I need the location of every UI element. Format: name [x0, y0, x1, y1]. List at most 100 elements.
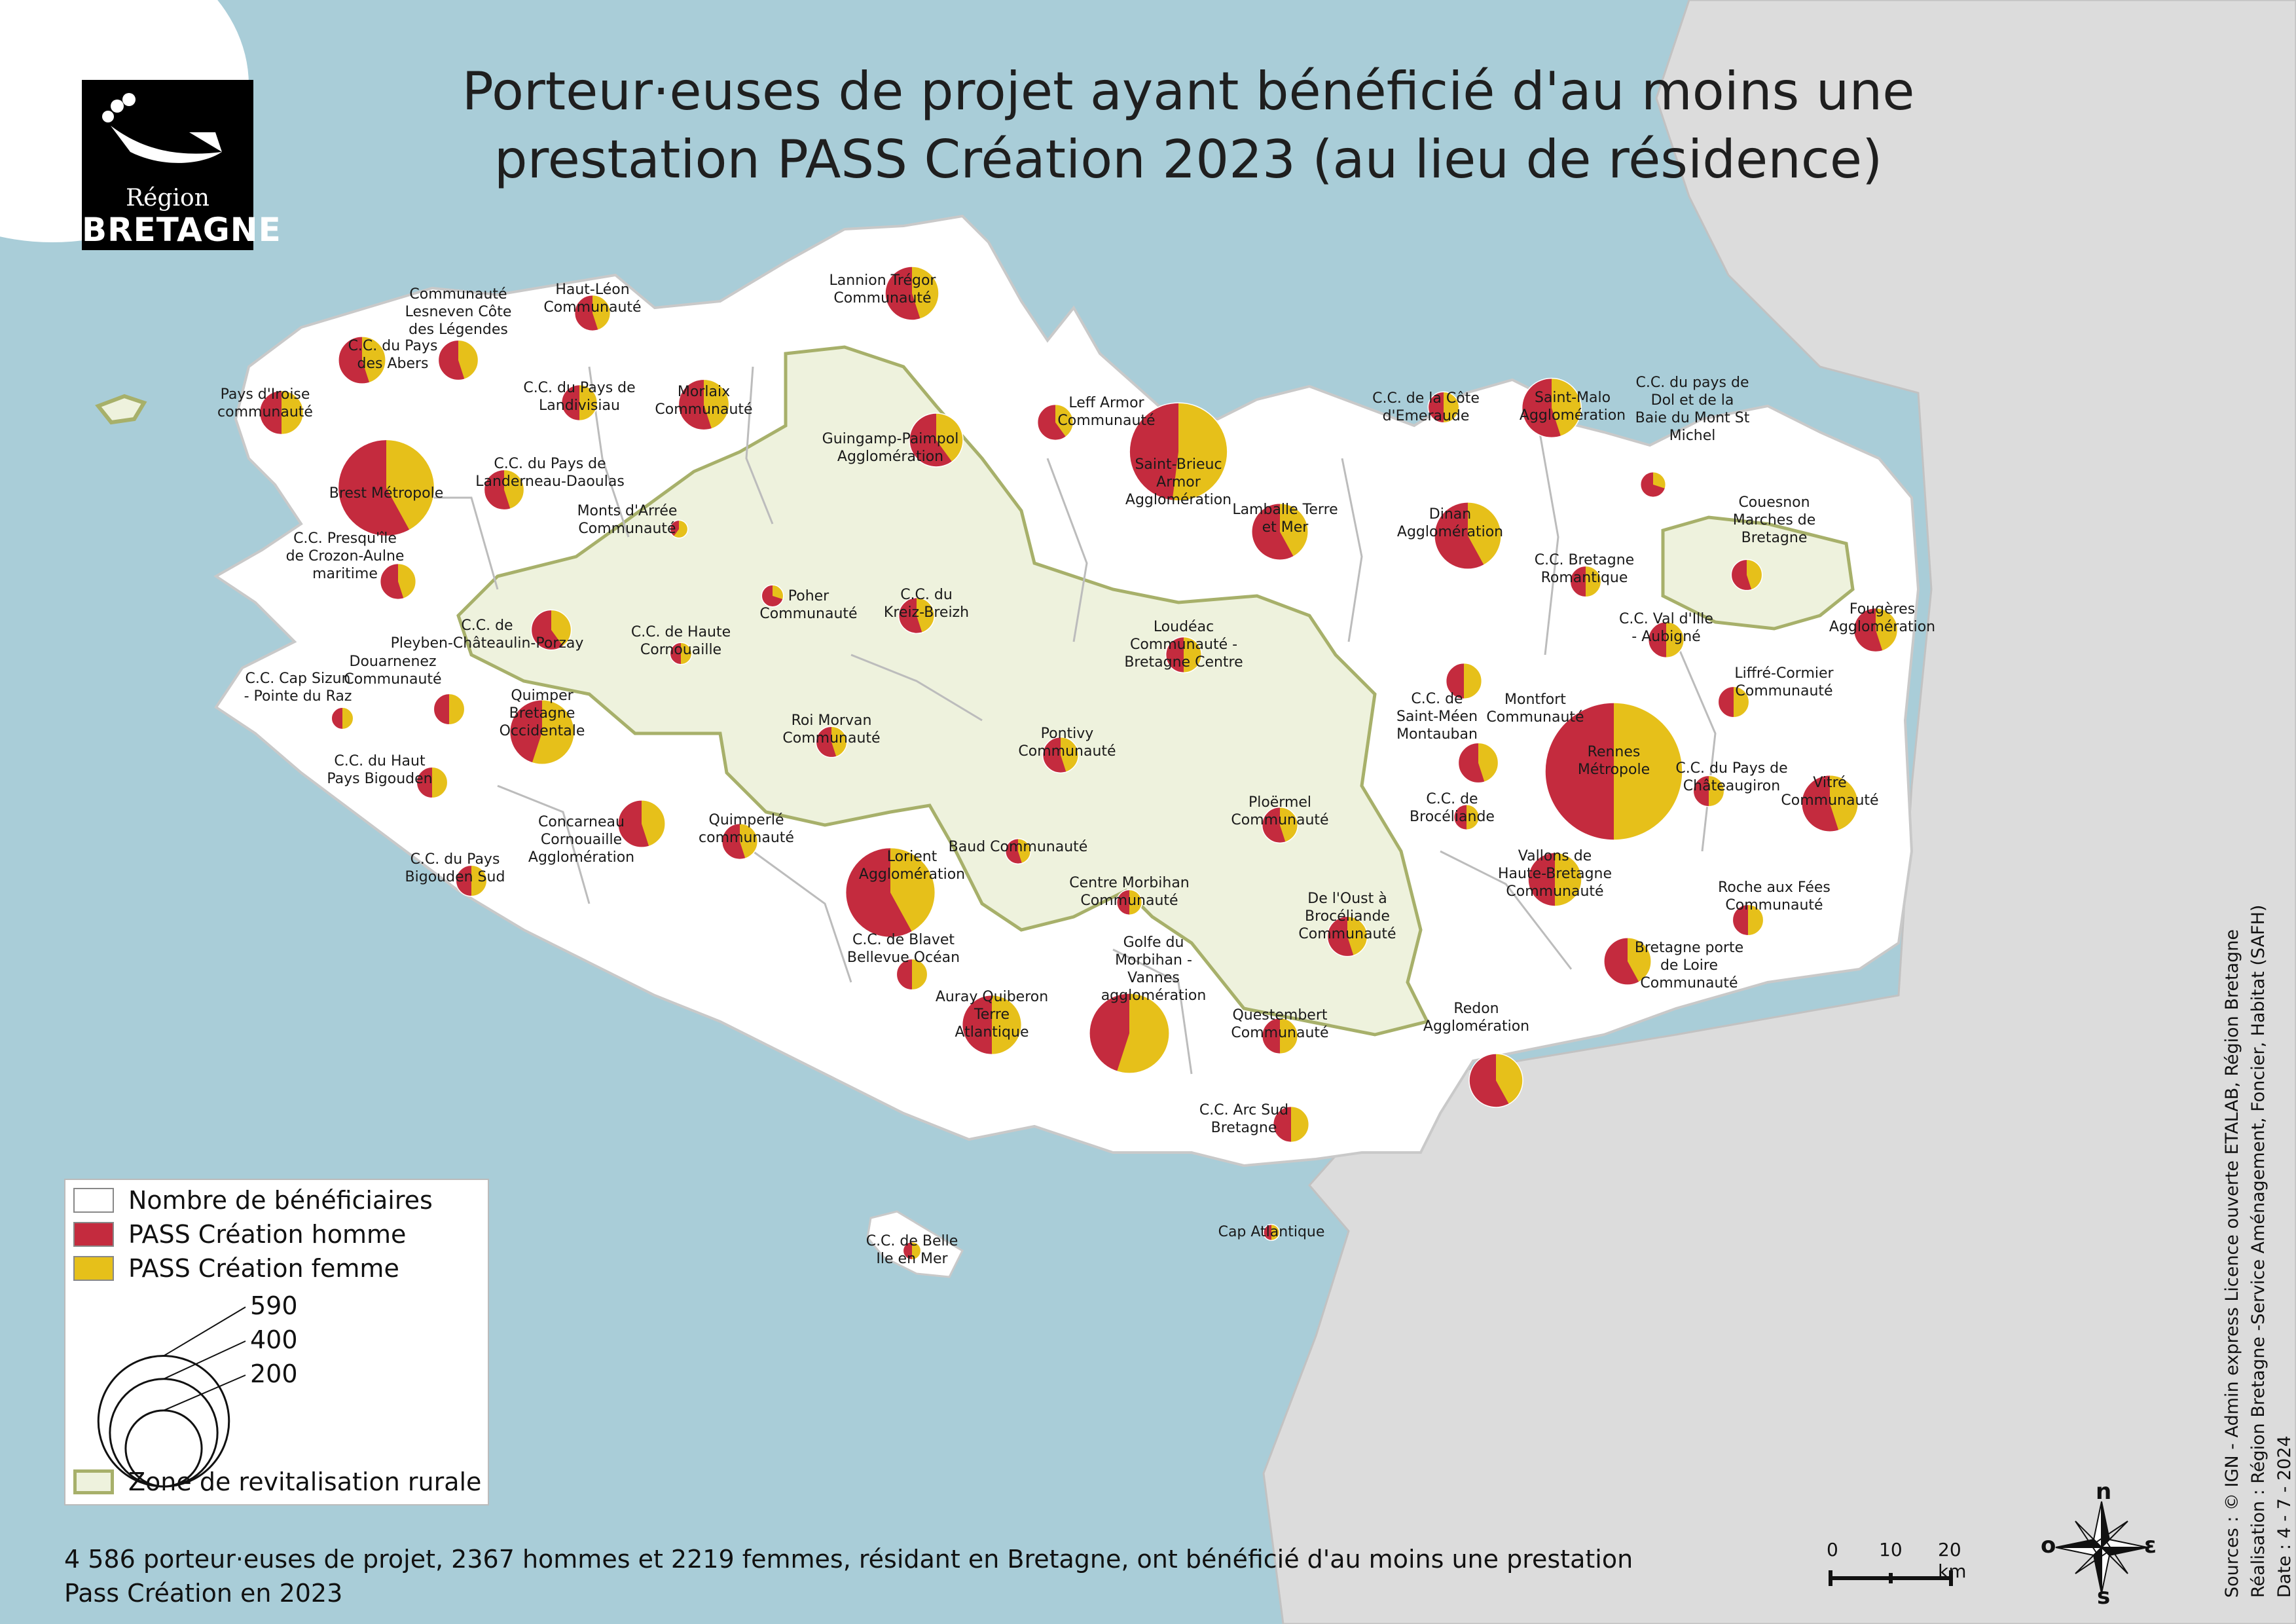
pie-lamballe-terre-et-mer — [1251, 503, 1309, 561]
pie-femme-slice — [449, 693, 465, 725]
label-liffre-cormier-communaute: Liffré-Cormier Communauté — [1734, 665, 1834, 699]
pie-dinan-agglomeration — [1434, 502, 1502, 570]
pie-outline — [1457, 742, 1499, 784]
pie-quimper-bretagne-occidentale — [509, 699, 575, 766]
label-fougeres-agglomeration: Fougères Agglomération — [1829, 601, 1935, 635]
label-c-c-de-blavet-bellevue-ocean: C.C. de Blavet Bellevue Océan — [847, 932, 960, 966]
label-roi-morvan-communaute: Roi Morvan Communauté — [782, 712, 880, 747]
pie-c-c-cap-sizun-pointe-du-raz — [331, 707, 354, 730]
pie-leff-armor-communaute — [1036, 403, 1074, 441]
pie-lannion-tregor-communaute — [884, 266, 939, 321]
legend-homme-swatch — [73, 1222, 114, 1247]
compass-e: ɛ — [2144, 1532, 2157, 1559]
label-auray-quiberon-terre-atlantique: Auray Quiberon Terre Atlantique — [936, 989, 1048, 1041]
map-title: Porteur·euses de projet ayant bénéficié … — [419, 58, 1958, 194]
pie-couesnon-marches-de-bretagne — [1730, 559, 1763, 591]
pie-outline — [574, 294, 611, 332]
pie-femme-slice — [1184, 637, 1202, 673]
pie-c-c-bretagne-romantique — [1569, 565, 1602, 598]
pie-femme-slice — [1468, 502, 1502, 565]
pie-outline — [1717, 686, 1750, 718]
pie-outline — [884, 266, 939, 321]
neighbouring-land — [1262, 0, 2296, 1624]
label-dinan-agglomeration: Dinan Agglomération — [1397, 506, 1503, 540]
compass-icon — [2055, 1501, 2148, 1594]
label-loudeac-communaute-bretagne-centre: Loudéac Communauté -Bretagne Centre — [1124, 619, 1243, 671]
epci-boundaries — [366, 366, 1717, 1075]
pie-femme-slice — [681, 642, 692, 665]
logo-bretagne: BRETAGNE — [82, 211, 282, 249]
pie-communaute-lesneven-cote-des-legendes — [437, 339, 479, 381]
pie-outline — [1116, 889, 1143, 916]
pie-c-c-du-pays-de-landivisiau — [560, 384, 598, 422]
pie-outline — [1544, 702, 1683, 841]
label-leff-armor-communaute: Leff Armor Communauté — [1057, 395, 1155, 429]
pie-outline — [1004, 838, 1032, 865]
pie-femme-slice — [1747, 559, 1762, 590]
pie-femme-slice — [1614, 703, 1683, 840]
pie-outline — [1801, 775, 1859, 832]
label-quimper-bretagne-occidentale: Quimper Bretagne Occidentale — [500, 688, 585, 739]
pie-c-c-arc-sud-bretagne — [1272, 1105, 1310, 1143]
pie-femme-slice — [1464, 663, 1482, 699]
pie-outline — [1129, 402, 1228, 502]
pie-femme-slice — [1117, 993, 1170, 1074]
pie-femme-slice — [773, 585, 784, 600]
pie-femme-slice — [1291, 1106, 1309, 1143]
pie-femme-slice — [1172, 403, 1228, 501]
pie-redon-agglomeration — [1468, 1053, 1523, 1108]
label-questembert-communaute: Questembert Communauté — [1231, 1007, 1328, 1041]
label-saint-malo-agglomeration: Saint-Malo Agglomération — [1520, 390, 1626, 424]
pie-c-c-du-kreiz-breizh — [898, 597, 936, 635]
pie-outline — [509, 699, 575, 766]
label-quimperle-communaute: Quimperlé communauté — [699, 812, 794, 846]
legend-homme: PASS Création homme — [73, 1219, 406, 1249]
legend-circle-200 — [124, 1409, 203, 1488]
pie-femme-slice — [1444, 392, 1459, 423]
label-douarnenez-communaute: Douarnenez Communauté — [344, 654, 441, 688]
label-vitre-communaute: Vitré Communauté — [1781, 775, 1878, 809]
label-communaute-lesneven-cote-des-legendes: Communauté Lesneven Côte des Légendes — [405, 286, 512, 338]
pie-c-c-du-pays-de-chateaugiron — [1692, 775, 1725, 807]
pie-femme-slice — [1280, 807, 1298, 843]
legend-zrr-label: Zone de revitalisation rurale — [128, 1467, 482, 1496]
label-c-c-du-pays-de-chateaugiron: C.C. du Pays de Châteaugiron — [1675, 760, 1787, 794]
pie-outline — [845, 847, 936, 938]
pie-femme-slice — [912, 1242, 921, 1260]
pie-femme-slice — [1347, 916, 1368, 956]
legend-size-200: 200 — [250, 1359, 298, 1388]
pie-liffre-cormier-communaute — [1717, 686, 1750, 718]
label-c-c-cap-sizun-pointe-du-raz: C.C. Cap Sizun - Pointe du Raz — [244, 671, 352, 705]
pie-outline — [669, 642, 693, 665]
legend-total-label: Nombre de bénéficiaires — [128, 1186, 433, 1215]
pie-outline — [331, 707, 354, 730]
pie-outline — [761, 584, 784, 608]
pie-outline — [1521, 377, 1582, 439]
pie-femme-slice — [398, 563, 416, 599]
label-c-c-de-pleyben-chateaulin-porzay: C.C. de Pleyben-Châteaulin-Porzay — [391, 618, 584, 652]
pie-outline — [1089, 993, 1170, 1074]
pie-golfe-du-morbihan-vannes-agglomeration — [1089, 993, 1170, 1074]
label-morlaix-communaute: Morlaix Communauté — [655, 384, 752, 418]
ermine-icon — [102, 93, 222, 163]
label-c-c-du-kreiz-breizh: C.C. du Kreiz-Breizh — [884, 587, 969, 621]
pie-pays-d-iroise-communaute — [259, 390, 304, 435]
pie-c-c-du-pays-de-landerneau-daoulas — [483, 469, 525, 511]
label-golfe-du-morbihan-vannes-agglomeration: Golfe du Morbihan -Vannes agglomération — [1101, 934, 1207, 1004]
pie-c-c-de-belle-ile-en-mer — [902, 1241, 922, 1261]
pie-outline — [815, 726, 848, 758]
pie-douarnenez-communaute — [433, 693, 465, 726]
legend-total-swatch — [73, 1188, 114, 1213]
region-bretagne-logo: Région BRETAGNE — [82, 80, 282, 250]
pie-outline — [1042, 736, 1080, 774]
pie-auray-quiberon-terre-atlantique — [961, 994, 1023, 1056]
pie-femme-slice — [1830, 775, 1859, 831]
pie-lorient-agglomeration — [845, 847, 936, 938]
pie-femme-slice — [579, 384, 598, 421]
label-bretagne-porte-de-loire-communaute: Bretagne porte de Loire Communauté — [1635, 940, 1743, 991]
legend-zrr-swatch — [73, 1469, 114, 1494]
pie-outline — [1261, 806, 1299, 844]
label-haut-leon-communaute: Haut-Léon Communauté — [543, 282, 641, 316]
footer-line-1: 4 586 porteur·euses de projet, 2367 homm… — [64, 1545, 1633, 1574]
